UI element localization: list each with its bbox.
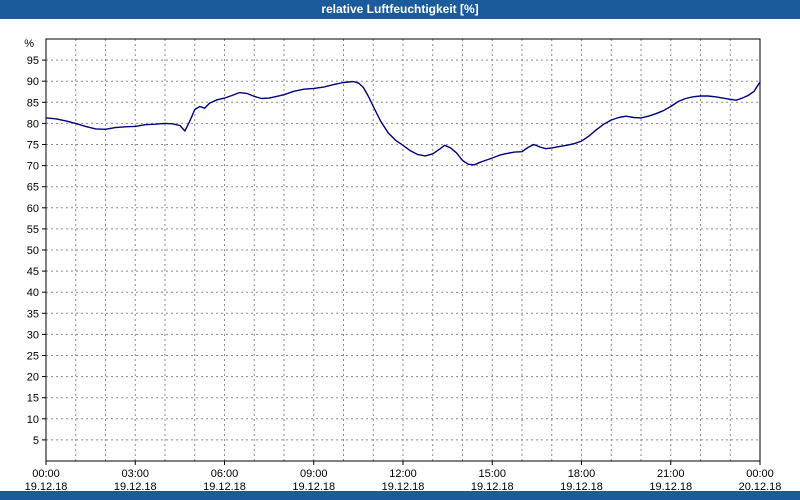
x-tick-time-label: 21:00 <box>657 468 685 480</box>
y-tick-label: 15 <box>27 393 39 405</box>
y-tick-label: 25 <box>27 351 39 363</box>
y-tick-label: 95 <box>27 55 39 67</box>
x-tick-time-label: 15:00 <box>478 468 506 480</box>
y-tick-label: 50 <box>27 245 39 257</box>
x-tick-time-label: 03:00 <box>121 468 149 480</box>
y-tick-label: 90 <box>27 76 39 88</box>
x-tick-time-label: 09:00 <box>300 468 328 480</box>
y-tick-label: 35 <box>27 308 39 320</box>
title-bar: relative Luftfeuchtigkeit [%] <box>0 0 800 19</box>
x-tick-date-label: 19.12.18 <box>382 481 425 493</box>
y-tick-label: 65 <box>27 182 39 194</box>
footer-bar <box>0 491 800 500</box>
x-tick-date-label: 19.12.18 <box>471 481 514 493</box>
y-tick-label: 55 <box>27 224 39 236</box>
x-tick-date-label: 20.12.18 <box>739 481 782 493</box>
gridlines <box>46 39 760 461</box>
x-tick-time-label: 00:00 <box>746 468 774 480</box>
axis-ticks <box>42 59 761 465</box>
y-tick-label: 80 <box>27 118 39 130</box>
humidity-line <box>45 80 761 166</box>
y-tick-label: 20 <box>27 372 39 384</box>
chart-title: relative Luftfeuchtigkeit [%] <box>321 2 479 16</box>
y-tick-label: 45 <box>27 266 39 278</box>
y-tick-label: 85 <box>27 97 39 109</box>
y-tick-label: 40 <box>27 287 39 299</box>
x-tick-time-label: 00:00 <box>32 468 60 480</box>
y-tick-label: 10 <box>27 414 39 426</box>
y-axis-unit-label: % <box>24 38 34 50</box>
y-tick-label: 75 <box>27 140 39 152</box>
y-tick-label: 70 <box>27 161 39 173</box>
x-tick-date-label: 19.12.18 <box>649 481 692 493</box>
y-tick-label: 60 <box>27 203 39 215</box>
x-tick-date-label: 19.12.18 <box>25 481 68 493</box>
x-tick-time-label: 18:00 <box>568 468 596 480</box>
x-tick-date-label: 19.12.18 <box>203 481 246 493</box>
y-tick-label: 5 <box>33 435 39 447</box>
x-tick-date-label: 19.12.18 <box>292 481 335 493</box>
x-tick-time-label: 06:00 <box>211 468 239 480</box>
x-tick-time-label: 12:00 <box>389 468 417 480</box>
x-tick-date-label: 19.12.18 <box>560 481 603 493</box>
x-tick-date-label: 19.12.18 <box>114 481 157 493</box>
y-tick-label: 30 <box>27 329 39 341</box>
